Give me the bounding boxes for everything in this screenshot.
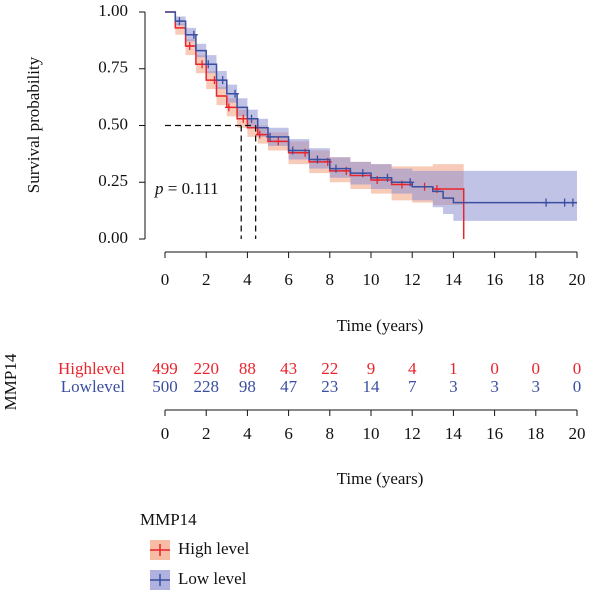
censor-mark xyxy=(406,178,415,187)
y-tick-label: 1.00 xyxy=(98,1,128,20)
x-tick-label: 18 xyxy=(527,270,544,289)
risk-count: 43 xyxy=(280,359,297,378)
risk-count: 9 xyxy=(367,359,376,378)
risk-x-tick-label: 16 xyxy=(486,424,503,443)
censor-mark xyxy=(331,164,340,173)
censor-mark xyxy=(266,132,275,141)
censor-mark xyxy=(383,173,392,182)
x-tick-label: 12 xyxy=(404,270,421,289)
x-tick-label: 8 xyxy=(326,270,335,289)
y-tick-label: 0.25 xyxy=(98,171,128,190)
risk-count: 220 xyxy=(193,359,219,378)
risk-row-name: Highlevel xyxy=(58,359,125,378)
censor-mark xyxy=(358,169,367,178)
p-value: p = 0.111 xyxy=(154,179,219,198)
censor-mark xyxy=(231,89,240,98)
p-label: p xyxy=(154,179,164,198)
x-tick-label: 6 xyxy=(284,270,293,289)
risk-x-tick-label: 12 xyxy=(404,424,421,443)
x-tick-label: 4 xyxy=(243,270,252,289)
risk-row-name: Lowlevel xyxy=(61,377,125,396)
p-text: = 0.111 xyxy=(168,179,219,198)
risk-x-tick-label: 0 xyxy=(161,424,170,443)
risk-count: 3 xyxy=(490,377,499,396)
risk-count: 0 xyxy=(573,359,582,378)
legend-title: MMP14 xyxy=(140,510,197,529)
risk-count: 500 xyxy=(152,377,178,396)
censor-mark xyxy=(218,76,227,85)
risk-count: 0 xyxy=(490,359,499,378)
censor-mark xyxy=(568,198,577,207)
risk-count: 4 xyxy=(408,359,417,378)
risk-count: 23 xyxy=(321,377,338,396)
censor-mark xyxy=(560,198,569,207)
y-tick-label: 0.75 xyxy=(98,58,128,77)
censor-mark xyxy=(313,155,322,164)
risk-x-tick-label: 14 xyxy=(445,424,463,443)
censor-mark xyxy=(189,30,198,39)
risk-count: 88 xyxy=(239,359,256,378)
x-tick-label: 14 xyxy=(445,270,463,289)
risk-count: 3 xyxy=(449,377,458,396)
legend-label: High level xyxy=(178,539,250,558)
risk-count: 98 xyxy=(239,377,256,396)
risk-count: 14 xyxy=(363,377,381,396)
y-tick-label: 0.00 xyxy=(98,228,128,247)
censor-mark xyxy=(175,17,184,26)
risk-title: MMP14 xyxy=(1,353,20,410)
risk-x-tick-label: 4 xyxy=(243,424,252,443)
risk-count: 22 xyxy=(321,359,338,378)
x-tick-label: 16 xyxy=(486,270,503,289)
risk-count: 499 xyxy=(152,359,178,378)
risk-count: 7 xyxy=(408,377,417,396)
risk-count: 0 xyxy=(573,377,582,396)
risk-count: 47 xyxy=(280,377,298,396)
risk-x-tick-label: 10 xyxy=(363,424,380,443)
x-tick-label: 0 xyxy=(161,270,170,289)
risk-x-tick-label: 18 xyxy=(527,424,544,443)
risk-x-tick-label: 6 xyxy=(284,424,293,443)
legend-line xyxy=(150,544,170,556)
censor-mark xyxy=(247,114,256,123)
x-axis-label: Time (years) xyxy=(337,316,424,335)
y-tick-label: 0.50 xyxy=(98,114,128,133)
risk-count: 3 xyxy=(532,377,541,396)
censor-mark xyxy=(255,130,264,139)
risk-count: 228 xyxy=(193,377,219,396)
risk-count: 1 xyxy=(449,359,458,378)
risk-x-label: Time (years) xyxy=(337,469,424,488)
survival-curve xyxy=(165,11,577,204)
censor-mark xyxy=(224,103,233,112)
x-tick-label: 20 xyxy=(569,270,586,289)
risk-x-tick-label: 8 xyxy=(326,424,335,443)
censor-mark xyxy=(239,114,248,123)
censor-mark xyxy=(274,137,283,146)
x-tick-label: 2 xyxy=(202,270,211,289)
censor-mark xyxy=(185,42,194,51)
legend-line xyxy=(150,574,170,586)
censor-mark xyxy=(542,198,551,207)
y-axis-label: Survival probability xyxy=(24,56,43,193)
risk-x-tick-label: 20 xyxy=(569,424,586,443)
censor-mark xyxy=(288,146,297,155)
risk-x-tick-label: 2 xyxy=(202,424,211,443)
risk-count: 0 xyxy=(532,359,541,378)
x-tick-label: 10 xyxy=(363,270,380,289)
legend-label: Low level xyxy=(178,569,247,588)
censor-mark xyxy=(204,60,213,69)
